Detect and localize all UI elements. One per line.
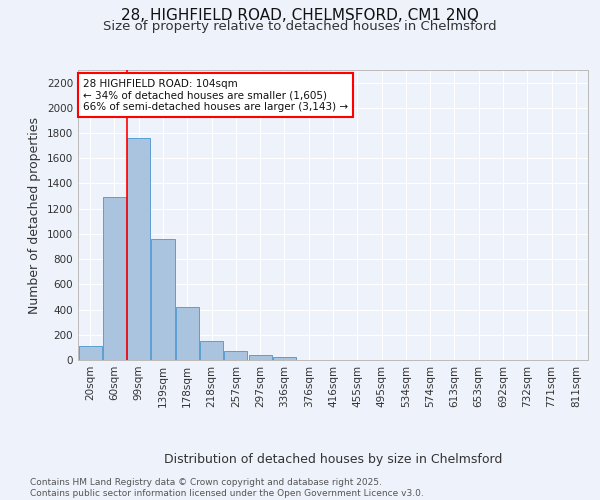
- Text: Size of property relative to detached houses in Chelmsford: Size of property relative to detached ho…: [103, 20, 497, 33]
- Bar: [127, 138, 150, 360]
- Bar: [248, 355, 272, 360]
- Bar: [79, 346, 101, 360]
- Text: Contains HM Land Registry data © Crown copyright and database right 2025.
Contai: Contains HM Land Registry data © Crown c…: [30, 478, 424, 498]
- Bar: [176, 307, 199, 360]
- Text: Distribution of detached houses by size in Chelmsford: Distribution of detached houses by size …: [164, 452, 502, 466]
- Bar: [151, 239, 175, 360]
- Bar: [200, 341, 223, 360]
- Text: 28, HIGHFIELD ROAD, CHELMSFORD, CM1 2NQ: 28, HIGHFIELD ROAD, CHELMSFORD, CM1 2NQ: [121, 8, 479, 22]
- Y-axis label: Number of detached properties: Number of detached properties: [28, 116, 41, 314]
- Bar: [224, 351, 247, 360]
- Bar: [273, 357, 296, 360]
- Bar: [103, 198, 126, 360]
- Text: 28 HIGHFIELD ROAD: 104sqm
← 34% of detached houses are smaller (1,605)
66% of se: 28 HIGHFIELD ROAD: 104sqm ← 34% of detac…: [83, 78, 348, 112]
